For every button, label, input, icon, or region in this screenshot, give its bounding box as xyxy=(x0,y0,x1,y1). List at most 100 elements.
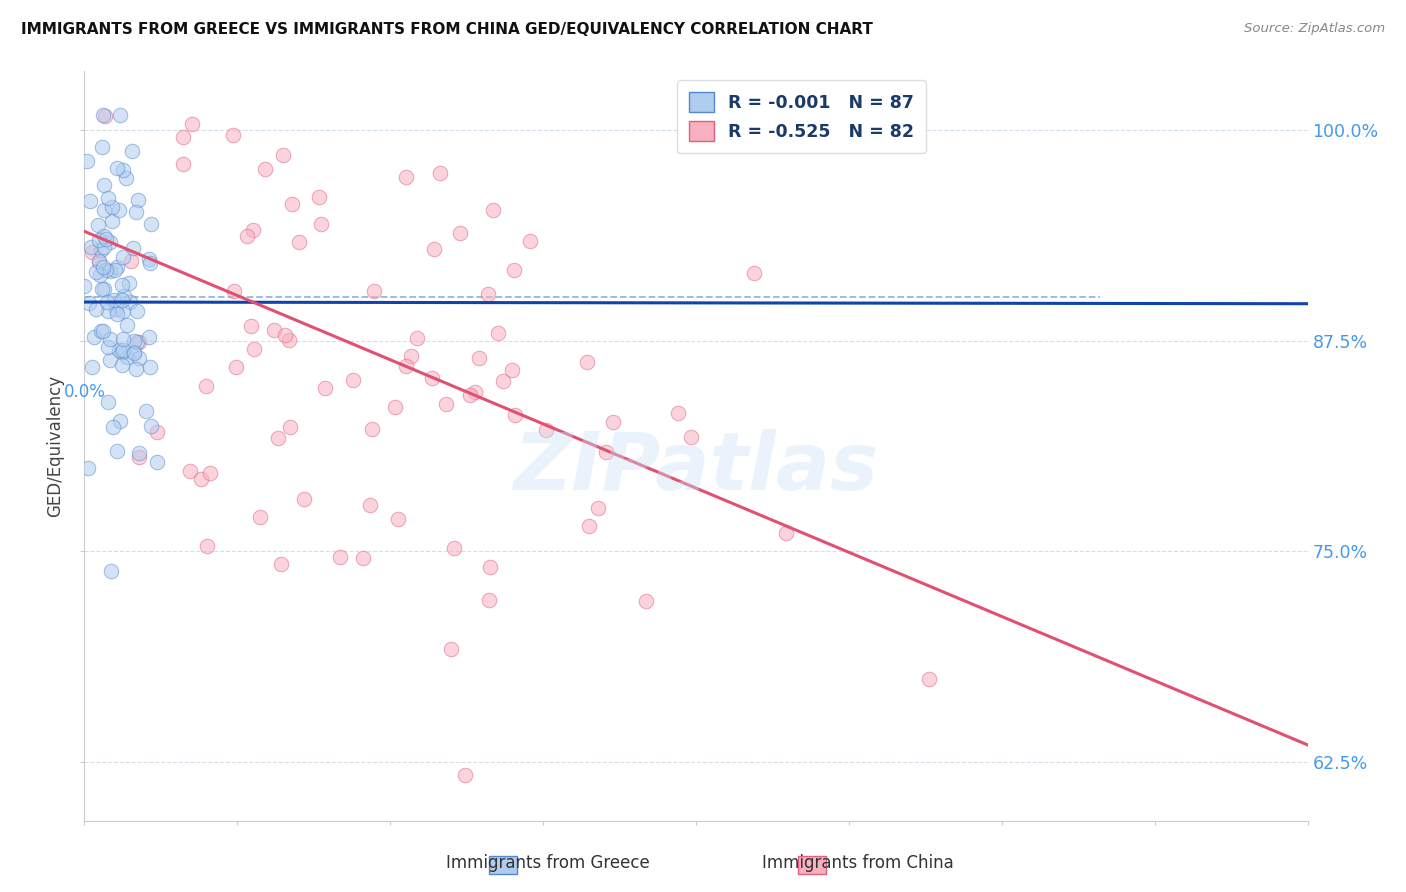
Point xyxy=(87,218,110,232)
Point xyxy=(111,293,134,307)
Point xyxy=(125,362,148,376)
Point xyxy=(588,500,610,515)
Point xyxy=(100,214,122,228)
Point xyxy=(181,117,204,131)
Point xyxy=(111,278,134,293)
Point xyxy=(263,323,285,337)
Point xyxy=(98,235,121,250)
Point xyxy=(86,265,108,279)
Point xyxy=(97,191,120,205)
Point xyxy=(73,279,96,293)
Point xyxy=(139,419,162,434)
Point xyxy=(80,245,103,260)
Point xyxy=(91,140,114,154)
Point xyxy=(98,263,121,277)
Point xyxy=(267,431,290,445)
Point xyxy=(139,360,162,375)
Point xyxy=(138,252,160,266)
Point xyxy=(80,360,103,375)
Point xyxy=(477,286,499,301)
Point xyxy=(395,170,418,185)
Point xyxy=(359,498,381,512)
Point xyxy=(127,303,149,318)
Point xyxy=(91,108,114,122)
Point xyxy=(90,244,112,258)
Text: IMMIGRANTS FROM GREECE VS IMMIGRANTS FROM CHINA GED/EQUIVALENCY CORRELATION CHAR: IMMIGRANTS FROM GREECE VS IMMIGRANTS FRO… xyxy=(21,22,873,37)
Point xyxy=(387,512,409,526)
Point xyxy=(482,202,505,217)
Point xyxy=(195,379,218,393)
Point xyxy=(98,353,121,368)
Bar xyxy=(797,856,827,874)
Point xyxy=(94,232,117,246)
Point xyxy=(420,370,443,384)
Point xyxy=(112,289,135,303)
Point xyxy=(79,194,101,208)
Point xyxy=(492,374,515,388)
Point xyxy=(342,373,364,387)
Point xyxy=(454,768,477,782)
Point xyxy=(108,203,131,218)
Point xyxy=(93,202,115,217)
Point xyxy=(222,284,245,298)
Y-axis label: GED/Equivalency: GED/Equivalency xyxy=(46,375,65,517)
Point xyxy=(91,324,114,338)
Point xyxy=(112,343,135,358)
Point xyxy=(742,266,765,280)
Point xyxy=(121,241,143,255)
Point xyxy=(127,334,149,349)
Point xyxy=(280,197,302,211)
Point xyxy=(128,446,150,460)
Point xyxy=(122,334,145,348)
Point xyxy=(93,282,115,296)
Point xyxy=(179,465,201,479)
Point xyxy=(288,235,311,250)
Point xyxy=(94,109,117,123)
Point xyxy=(79,240,101,254)
Point xyxy=(479,560,502,574)
Point xyxy=(501,363,523,377)
Point xyxy=(111,345,134,359)
Point xyxy=(122,346,145,360)
Bar xyxy=(489,856,517,874)
Point xyxy=(100,564,122,578)
Point xyxy=(270,558,292,572)
Point xyxy=(278,420,301,434)
Point xyxy=(90,324,112,338)
Point xyxy=(120,254,142,268)
Text: Source: ZipAtlas.com: Source: ZipAtlas.com xyxy=(1244,22,1385,36)
Point xyxy=(384,400,406,414)
Text: Immigrants from Greece: Immigrants from Greece xyxy=(447,855,650,872)
Point xyxy=(503,409,526,423)
Point xyxy=(111,358,134,372)
Point xyxy=(141,217,163,231)
Point xyxy=(118,294,141,309)
Point xyxy=(138,330,160,344)
Point xyxy=(197,539,219,553)
Point xyxy=(422,243,444,257)
Point xyxy=(111,250,134,264)
Point xyxy=(502,263,524,277)
Point xyxy=(107,260,129,274)
Point xyxy=(395,359,418,373)
Point xyxy=(439,642,461,657)
Point xyxy=(309,218,332,232)
Point xyxy=(110,108,132,122)
Point xyxy=(77,296,100,310)
Point xyxy=(434,397,457,411)
Point xyxy=(468,351,491,366)
Legend: R = -0.001   N = 87, R = -0.525   N = 82: R = -0.001 N = 87, R = -0.525 N = 82 xyxy=(678,80,925,153)
Point xyxy=(128,351,150,366)
Point xyxy=(128,334,150,349)
Point xyxy=(115,170,138,185)
Text: Immigrants from China: Immigrants from China xyxy=(762,855,953,872)
Point xyxy=(108,343,131,357)
Point xyxy=(190,471,212,485)
Point xyxy=(91,282,114,296)
Point xyxy=(576,355,599,369)
Point xyxy=(277,333,299,347)
Point xyxy=(93,239,115,253)
Point xyxy=(94,263,117,277)
Point xyxy=(115,318,138,333)
Point xyxy=(101,200,124,214)
